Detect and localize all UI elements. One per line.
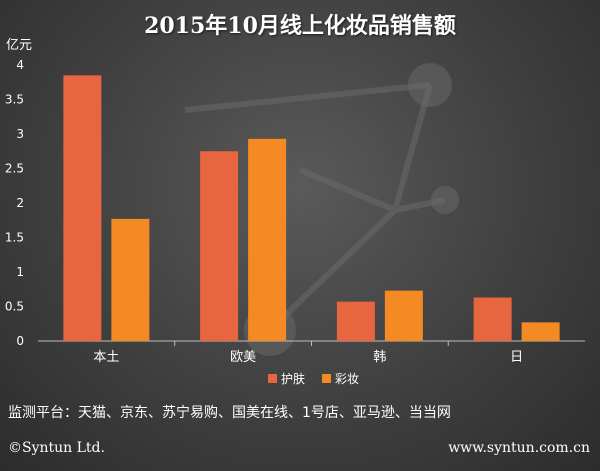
- y-axis-unit-label: 亿元: [6, 38, 33, 53]
- legend-swatch: [268, 374, 277, 383]
- y-tick-label: 0.5: [5, 300, 24, 314]
- legend-label: 彩妆: [335, 372, 359, 386]
- bar-makeup: [248, 138, 287, 341]
- website-link[interactable]: www.syntun.com.cn: [448, 440, 590, 456]
- x-tick-label: 日: [510, 350, 523, 365]
- legend-label: 护肤: [281, 371, 305, 386]
- bar-skincare: [63, 75, 102, 341]
- y-tick-label: 4: [16, 58, 24, 72]
- bar-makeup: [521, 322, 560, 341]
- bar-makeup: [111, 218, 150, 341]
- monitoring-platforms-note: 监测平台：天猫、京东、苏宁易购、国美在线、1号店、亚马逊、当当网: [8, 405, 451, 421]
- x-tick-label: 韩: [373, 350, 386, 365]
- y-tick-label: 1.5: [5, 231, 24, 245]
- y-tick-label: 0: [16, 334, 24, 348]
- y-tick-label: 1: [16, 265, 24, 279]
- x-tick-label: 本土: [93, 350, 119, 365]
- bar-skincare: [336, 301, 375, 341]
- bar-makeup: [384, 290, 423, 341]
- y-tick-label: 3: [16, 127, 24, 141]
- y-tick-label: 2: [16, 196, 24, 210]
- y-tick-label: 3.5: [5, 93, 24, 107]
- y-tick-label: 2.5: [5, 162, 24, 176]
- bar-chart: 0 0.5 1 1.5 2 2.5 3 3.5 4 本土 欧美 韩 日护肤 彩妆: [5, 58, 585, 386]
- bar-skincare: [200, 151, 239, 341]
- chart-title: 2015年10月线上化妆品销售额: [144, 13, 456, 39]
- copyright-text: ©Syntun Ltd.: [8, 440, 105, 456]
- bar-skincare: [473, 297, 512, 341]
- x-tick-label: 欧美: [230, 350, 256, 365]
- legend-swatch: [322, 374, 331, 383]
